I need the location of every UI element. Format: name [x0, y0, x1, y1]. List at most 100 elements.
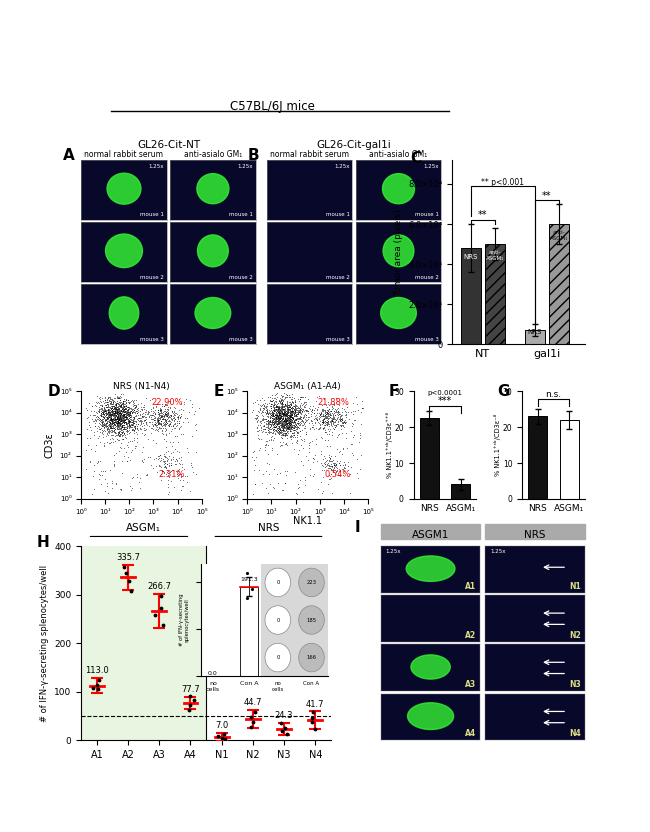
Point	[274, 408, 284, 421]
Point	[269, 412, 280, 425]
Point	[116, 414, 127, 427]
Point	[111, 414, 122, 428]
Point	[125, 394, 136, 408]
Point	[281, 408, 292, 421]
Point	[128, 410, 138, 423]
Point	[126, 418, 136, 431]
Point	[300, 473, 310, 487]
Point	[322, 410, 332, 423]
Point	[331, 418, 341, 432]
Point	[107, 397, 118, 410]
Point	[96, 401, 107, 414]
Point	[263, 425, 273, 438]
Point	[118, 409, 128, 423]
Point	[303, 407, 313, 420]
Point	[266, 414, 277, 428]
Point	[317, 459, 328, 473]
Point	[319, 423, 330, 437]
Point	[287, 401, 297, 414]
Point	[280, 409, 290, 422]
Point	[277, 418, 287, 432]
Point	[105, 407, 115, 420]
Point	[161, 418, 172, 431]
Point	[322, 414, 332, 427]
Point	[119, 410, 129, 423]
Point	[112, 422, 123, 435]
Point	[321, 408, 332, 421]
Text: 266.7: 266.7	[148, 582, 171, 591]
Point	[286, 402, 296, 415]
Point	[107, 417, 117, 430]
Point	[281, 419, 292, 433]
Point	[282, 399, 293, 413]
Point	[160, 405, 170, 418]
Point	[170, 418, 180, 431]
Point	[273, 409, 283, 423]
Point	[335, 408, 346, 421]
Point	[271, 419, 281, 433]
Point	[270, 406, 281, 419]
Point	[123, 400, 133, 414]
Point	[118, 409, 128, 423]
Point	[257, 405, 267, 418]
Point	[107, 421, 118, 434]
Point	[286, 406, 296, 419]
Point	[117, 402, 127, 415]
Point	[164, 426, 174, 439]
Point	[118, 424, 129, 438]
Point	[294, 399, 305, 412]
Point	[285, 401, 295, 414]
Point	[286, 409, 296, 423]
Point	[274, 406, 285, 419]
Point	[288, 402, 298, 415]
Point	[122, 404, 133, 417]
Point	[283, 418, 294, 431]
Point	[101, 394, 112, 407]
Point	[174, 417, 184, 430]
Point	[118, 415, 128, 428]
Point	[174, 456, 184, 469]
Point	[146, 409, 156, 422]
Point	[114, 406, 125, 419]
Point	[114, 426, 124, 439]
Point	[296, 433, 307, 447]
Point	[280, 397, 290, 410]
Point	[248, 487, 259, 500]
Point	[252, 424, 263, 438]
Point	[148, 418, 158, 432]
Point	[324, 417, 335, 430]
Point	[157, 408, 168, 421]
Point	[328, 409, 339, 423]
Point	[136, 422, 146, 435]
Point	[88, 469, 98, 483]
Point	[326, 463, 337, 476]
Point	[111, 413, 121, 426]
Text: mouse 2: mouse 2	[140, 275, 164, 280]
Point	[99, 416, 109, 429]
Point	[289, 408, 299, 421]
Point	[282, 402, 293, 415]
Point	[101, 423, 112, 437]
Point	[278, 408, 288, 421]
Point	[291, 413, 301, 426]
Point	[118, 426, 129, 439]
Point	[118, 402, 128, 415]
Point	[150, 417, 161, 430]
Point	[127, 414, 138, 427]
Point	[271, 418, 281, 431]
Point	[99, 420, 109, 433]
Point	[286, 409, 296, 423]
Point	[272, 406, 282, 419]
Point	[114, 396, 125, 409]
Point	[112, 423, 122, 436]
Point	[322, 439, 332, 453]
Point	[107, 399, 117, 413]
Point	[306, 399, 316, 413]
Point	[114, 391, 124, 404]
Point	[253, 431, 263, 444]
Point	[112, 413, 122, 426]
Point	[97, 414, 107, 428]
Point	[104, 426, 114, 439]
Point	[110, 400, 120, 414]
Point	[144, 415, 154, 428]
